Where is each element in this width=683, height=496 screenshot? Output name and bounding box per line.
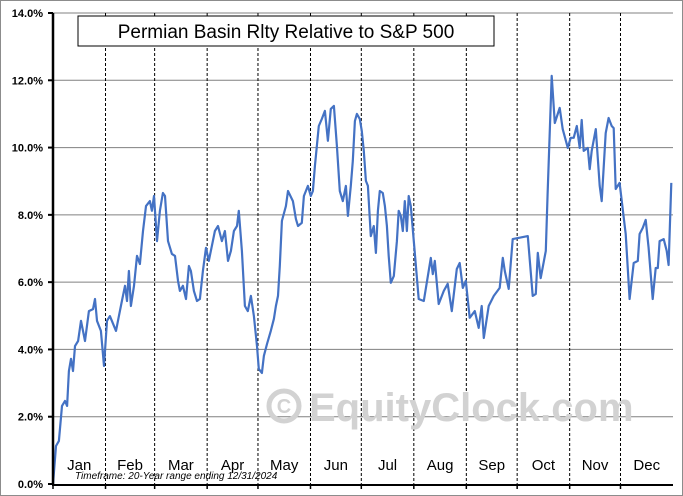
month-label-jun: Jun bbox=[324, 457, 348, 474]
month-label-may: May bbox=[270, 457, 299, 474]
month-label-dec: Dec bbox=[633, 457, 660, 474]
y-tick-label: 0.0% bbox=[18, 479, 43, 491]
y-tick-label: 10.0% bbox=[12, 143, 43, 155]
month-label-mar: Mar bbox=[168, 457, 194, 474]
y-tick-label: 12.0% bbox=[12, 75, 43, 87]
y-tick-label: 2.0% bbox=[18, 412, 43, 424]
y-tick-label: 4.0% bbox=[18, 344, 43, 356]
timeframe-note: Timeframe: 20-Year range ending 12/31/20… bbox=[75, 471, 278, 482]
watermark-text: EquityClock.com bbox=[309, 386, 634, 430]
x-axis-month-labels: Jan Feb Mar Apr May Jun Jul Aug Sep Oct Nov Dec bbox=[67, 457, 660, 474]
y-axis-ticks: 0.0% 2.0% 4.0% 6.0% 8.0% 10.0% 12.0% 14.0% bbox=[12, 8, 53, 491]
month-label-oct: Oct bbox=[532, 457, 556, 474]
copyright-icon bbox=[266, 388, 302, 424]
title-box: Permian Basin Rlty Relative to S&P 500 bbox=[77, 15, 495, 47]
month-label-jan: Jan bbox=[67, 457, 91, 474]
month-label-nov: Nov bbox=[582, 457, 609, 474]
y-tick-label: 14.0% bbox=[12, 8, 43, 20]
month-label-aug: Aug bbox=[427, 457, 454, 474]
month-label-sep: Sep bbox=[478, 457, 505, 474]
y-tick-label: 6.0% bbox=[18, 277, 43, 289]
series-line bbox=[51, 74, 673, 485]
copyright-c: C bbox=[277, 396, 291, 418]
y-tick-label: 8.0% bbox=[18, 210, 43, 222]
month-label-jul: Jul bbox=[378, 457, 397, 474]
chart-title: Permian Basin Rlty Relative to S&P 500 bbox=[118, 22, 455, 43]
month-label-apr: Apr bbox=[221, 457, 244, 474]
month-label-feb: Feb bbox=[117, 457, 143, 474]
watermark: C EquityClock.com bbox=[266, 386, 634, 430]
